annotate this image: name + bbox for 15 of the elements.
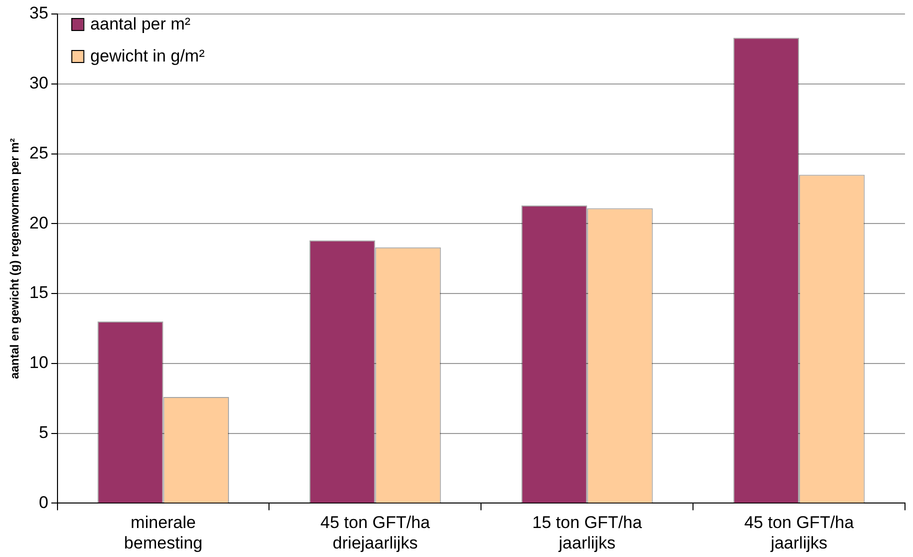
y-tick-label: 35 (29, 4, 48, 23)
y-tick-label: 30 (29, 74, 48, 93)
y-tick-label: 10 (29, 353, 48, 372)
y-axis-title: aantal en gewicht (g) regenwormen per m² (8, 138, 22, 379)
y-tick-label: 15 (29, 283, 48, 302)
y-tick-label: 25 (29, 143, 48, 162)
x-tick-label: minerale bemesting (124, 513, 202, 552)
y-tick-label: 0 (38, 492, 48, 512)
y-tick-label: 5 (38, 423, 48, 442)
x-tick-label: 45 ton GFT/ha driejaarlijks (320, 513, 431, 552)
y-tick-label: 20 (29, 213, 48, 232)
legend-label: aantal per m² (90, 14, 191, 34)
x-tick-label: 15 ton GFT/ha jaarlijks (532, 513, 642, 552)
x-tick-label: 45 ton GFT/ha jaarlijks (744, 513, 854, 552)
legend-label: gewicht in g/m² (90, 46, 205, 66)
